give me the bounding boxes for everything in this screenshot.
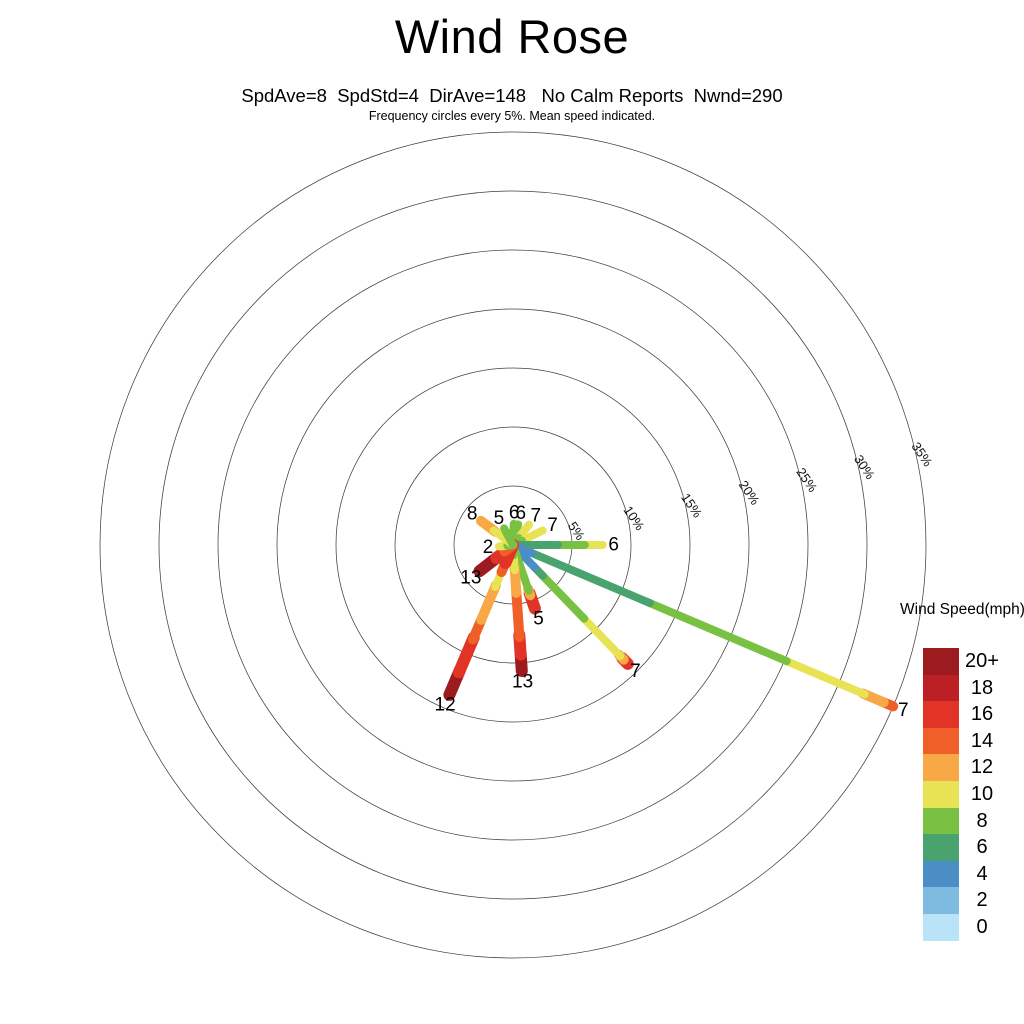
legend-swatch-10: [923, 780, 959, 808]
ring-label-10pct: 10%: [621, 503, 648, 533]
legend-swatch-8: [923, 807, 959, 835]
legend-row-2: 2: [923, 887, 1005, 914]
spoke-SE-segment-10: [578, 613, 625, 661]
spoke-ESE-mean-speed-label: 7: [898, 700, 909, 721]
legend-row-14: 14: [923, 727, 1005, 755]
legend-swatch-18: [923, 674, 959, 702]
spoke-NW-mean-speed-label: 8: [467, 504, 478, 525]
frequency-ring-15pct: [335, 367, 691, 723]
legend-swatch-2: [923, 887, 959, 914]
spoke-S-mean-speed-label: 13: [512, 671, 533, 692]
legend-label-10: 10: [970, 782, 994, 805]
legend-swatch-16: [923, 701, 959, 728]
ring-label-20pct: 20%: [736, 478, 763, 508]
legend-row-4: 4: [923, 860, 1005, 888]
spoke-ESE-segment-10: [780, 656, 869, 699]
legend-swatch-12: [923, 754, 959, 781]
legend-swatch-4: [923, 860, 959, 888]
ring-label-30pct: 30%: [851, 452, 878, 482]
legend-label-14: 14: [970, 729, 994, 752]
ring-label-25pct: 25%: [793, 465, 820, 495]
legend-swatch-14: [923, 727, 959, 755]
spoke-ESE-segment-8: [644, 598, 791, 666]
chart-stats-line: SpdAve=8 SpdStd=4 DirAve=148 No Calm Rep…: [241, 85, 783, 106]
legend-row-20+: 20+: [923, 648, 1005, 675]
spoke-ESE-segment-6: [526, 548, 654, 608]
legend-label-2: 2: [976, 889, 988, 912]
ring-label-35pct: 35%: [909, 439, 936, 469]
frequency-ring-35pct: [99, 131, 927, 959]
spoke-NE-mean-speed-label: 7: [530, 505, 541, 526]
spoke-S-segment-14: [511, 585, 525, 642]
legend-row-0: 0: [923, 913, 1005, 941]
spoke-N-mean-speed-label: 6: [509, 502, 520, 523]
legend-title: Wind Speed(mph): [900, 601, 1024, 618]
legend-row-18: 18: [923, 674, 1005, 702]
ring-label-15pct: 15%: [678, 490, 705, 520]
spoke-NNW-segment-8: [500, 524, 517, 549]
spoke-NNW-mean-speed-label: 5: [494, 508, 505, 529]
legend-label-8: 8: [976, 809, 988, 832]
legend-label-16: 16: [970, 703, 994, 726]
legend-row-6: 6: [923, 834, 1005, 861]
legend-swatch-20+: [923, 648, 959, 675]
spoke-SSE-mean-speed-label: 5: [533, 608, 544, 629]
legend-swatch-0: [923, 913, 959, 941]
spoke-SW-mean-speed-label: 13: [460, 567, 481, 588]
frequency-ring-20pct: [276, 308, 750, 782]
spoke-W-mean-speed-label: 2: [483, 537, 494, 558]
frequency-ring-10pct: [394, 426, 632, 664]
spoke-SSW-mean-speed-label: 12: [435, 695, 456, 716]
legend-label-20+: 20+: [965, 650, 999, 672]
spoke-SSW-segment-12: [476, 580, 501, 625]
legend-label-0: 0: [976, 915, 988, 938]
legend-label-6: 6: [976, 836, 988, 859]
legend-rows: 20+ 18 16 14 12 10 8 6 4 2 0: [923, 648, 1005, 941]
legend-swatch-6: [923, 834, 959, 861]
ring-label-5pct: 5%: [565, 519, 588, 543]
legend-row-16: 16: [923, 701, 1005, 728]
spoke-E-mean-speed-label: 6: [608, 535, 619, 556]
legend-label-12: 12: [970, 756, 994, 779]
frequency-ring-30pct: [158, 190, 868, 900]
spoke-ENE-mean-speed-label: 7: [547, 515, 558, 536]
legend-row-12: 12: [923, 754, 1005, 781]
chart-title: Wind Rose: [394, 10, 630, 63]
legend-row-10: 10: [923, 780, 1005, 808]
legend-row-8: 8: [923, 807, 1005, 835]
chart-note: Frequency circles every 5%. Mean speed i…: [368, 109, 656, 123]
spoke-SE-segment-8: [537, 570, 589, 623]
spoke-SE-mean-speed-label: 7: [630, 661, 641, 682]
frequency-ring-25pct: [217, 249, 809, 841]
legend-label-4: 4: [976, 862, 988, 885]
spoke-NNE-mean-speed-label: 6: [516, 503, 527, 524]
legend-label-18: 18: [970, 676, 994, 699]
